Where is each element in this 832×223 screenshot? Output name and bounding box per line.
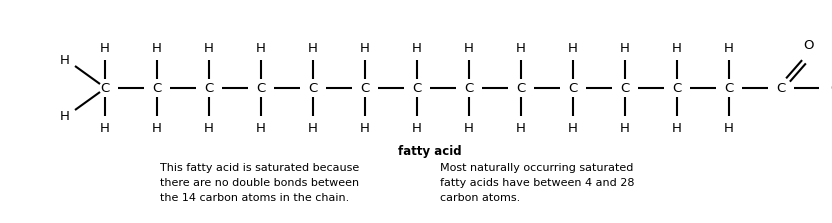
Text: H: H <box>204 41 214 54</box>
Text: H: H <box>672 41 682 54</box>
Text: O: O <box>804 39 815 52</box>
Text: C: C <box>725 81 734 95</box>
Text: H: H <box>516 122 526 134</box>
Text: H: H <box>204 122 214 134</box>
Text: H: H <box>464 41 474 54</box>
Text: H: H <box>308 41 318 54</box>
Text: C: C <box>568 81 577 95</box>
Text: C: C <box>309 81 318 95</box>
Text: C: C <box>101 81 110 95</box>
Text: C: C <box>413 81 422 95</box>
Text: H: H <box>724 41 734 54</box>
Text: C: C <box>621 81 630 95</box>
Text: H: H <box>672 122 682 134</box>
Text: H: H <box>516 41 526 54</box>
Text: H: H <box>620 41 630 54</box>
Text: H: H <box>620 122 630 134</box>
Text: H: H <box>568 41 578 54</box>
Text: H: H <box>152 122 162 134</box>
Text: C: C <box>464 81 473 95</box>
Text: C: C <box>256 81 265 95</box>
Text: H: H <box>568 122 578 134</box>
Text: OH: OH <box>830 81 832 95</box>
Text: This fatty acid is saturated because
there are no double bonds between
the 14 ca: This fatty acid is saturated because the… <box>160 163 359 203</box>
Text: H: H <box>100 122 110 134</box>
Text: H: H <box>152 41 162 54</box>
Text: H: H <box>308 122 318 134</box>
Text: H: H <box>256 122 266 134</box>
Text: H: H <box>60 54 70 66</box>
Text: H: H <box>412 41 422 54</box>
Text: H: H <box>412 122 422 134</box>
Text: C: C <box>517 81 526 95</box>
Text: H: H <box>360 122 370 134</box>
Text: H: H <box>464 122 474 134</box>
Text: Most naturally occurring saturated
fatty acids have between 4 and 28
carbon atom: Most naturally occurring saturated fatty… <box>440 163 635 203</box>
Text: H: H <box>100 41 110 54</box>
Text: C: C <box>152 81 161 95</box>
Text: H: H <box>360 41 370 54</box>
Text: H: H <box>256 41 266 54</box>
Text: C: C <box>205 81 214 95</box>
Text: C: C <box>360 81 369 95</box>
Text: C: C <box>776 81 785 95</box>
Text: fatty acid: fatty acid <box>399 145 462 157</box>
Text: H: H <box>60 109 70 122</box>
Text: C: C <box>672 81 681 95</box>
Text: H: H <box>724 122 734 134</box>
